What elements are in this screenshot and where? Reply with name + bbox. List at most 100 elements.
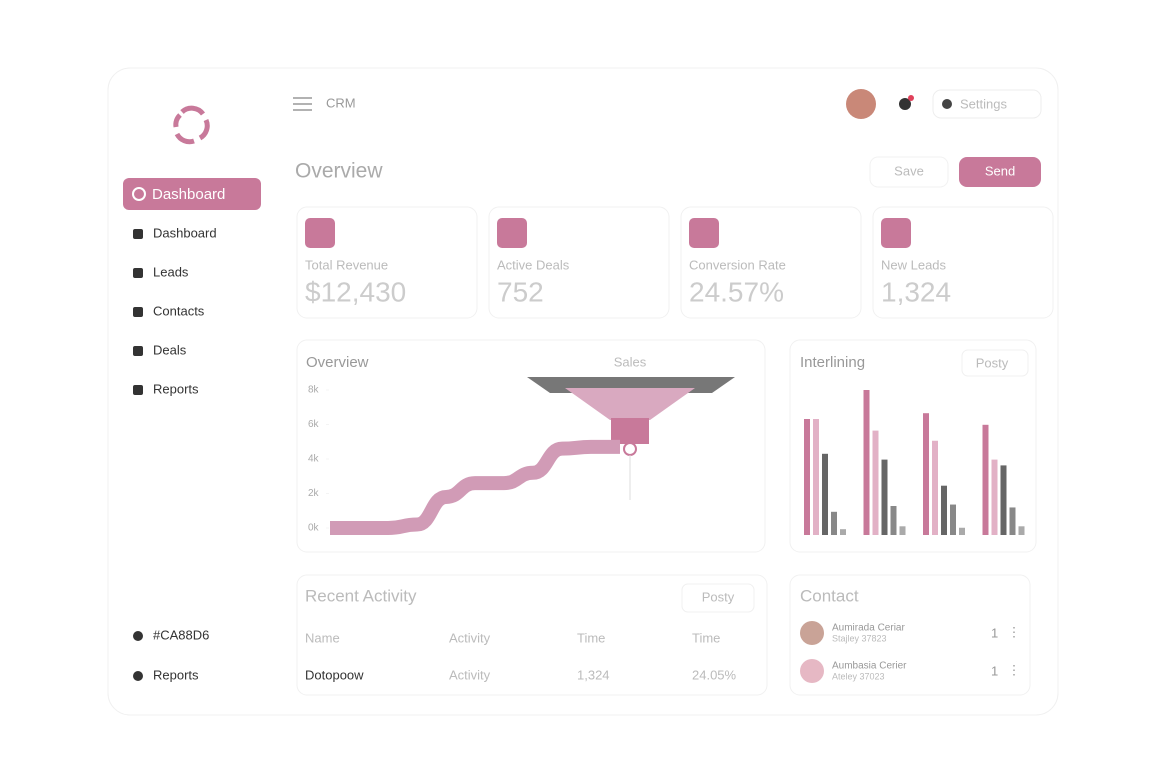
- bar: [881, 459, 888, 535]
- nav-list: Dashboard Leads Contacts Deals Reports: [133, 225, 217, 396]
- bar: [950, 504, 956, 535]
- nav-item[interactable]: Reports: [153, 381, 199, 396]
- chart-card: [789, 339, 1037, 553]
- sales-chart: 0k 2k 4k 6k 8k: [308, 385, 620, 535]
- contact-avatar[interactable]: [800, 621, 824, 645]
- contact-avatar[interactable]: [800, 659, 824, 683]
- nav-item[interactable]: Dashboard: [153, 225, 217, 240]
- y-tick-label: 6k: [308, 419, 320, 430]
- bar: [991, 459, 998, 535]
- settings-button[interactable]: [932, 89, 1042, 119]
- stat-icon: [881, 218, 911, 248]
- stat-card: [488, 206, 670, 319]
- table-cell: 1,324: [577, 667, 610, 682]
- badge: [908, 95, 914, 101]
- filter-button[interactable]: [681, 583, 755, 613]
- nav-icon: [133, 229, 143, 239]
- chart-title: Interlining: [800, 354, 865, 371]
- nav-item[interactable]: Reports: [153, 667, 199, 682]
- stat-label: New Leads: [881, 257, 947, 272]
- bar: [923, 413, 929, 535]
- funnel-graphic: [527, 377, 735, 500]
- bar: [941, 485, 947, 535]
- stat-value: 752: [497, 276, 544, 307]
- table-cell: Dotopoow: [305, 667, 364, 682]
- filter-button[interactable]: [961, 349, 1029, 377]
- activity-card: [296, 574, 768, 696]
- settings-icon: [942, 99, 952, 109]
- bell-icon[interactable]: [899, 98, 911, 110]
- stat-label: Active Deals: [497, 257, 570, 272]
- bar-chart: [804, 390, 1025, 535]
- nav-icon: [133, 346, 143, 356]
- bar: [822, 453, 828, 535]
- button-label[interactable]: Save: [894, 163, 924, 178]
- stat-value: 1,324: [881, 276, 951, 307]
- more-button[interactable]: ⋮: [1008, 624, 1021, 639]
- bar: [1000, 465, 1007, 535]
- settings-label[interactable]: Settings: [960, 96, 1007, 111]
- nav-icon: [133, 671, 143, 681]
- bar: [959, 527, 965, 535]
- stat-card: [872, 206, 1054, 319]
- contact-count: 1: [991, 663, 998, 678]
- nav-item[interactable]: Deals: [153, 342, 187, 357]
- y-tick-label: 0k: [308, 523, 320, 534]
- stat-value: $12,430: [305, 276, 406, 307]
- bar: [890, 506, 897, 535]
- nav-item[interactable]: Contacts: [153, 303, 205, 318]
- stat-value: 24.57%: [689, 276, 784, 307]
- y-tick-label: 8k: [308, 385, 320, 396]
- bar: [1009, 507, 1016, 535]
- contact-name[interactable]: Aumirada Ceriar: [832, 623, 905, 634]
- column-header: Time: [577, 630, 605, 645]
- nav-active[interactable]: [123, 178, 261, 210]
- section-title: Overview: [295, 160, 383, 183]
- nav-footer: #CA88D6 Reports: [133, 627, 209, 682]
- avatar[interactable]: [846, 89, 876, 119]
- nav-item[interactable]: #CA88D6: [153, 627, 209, 642]
- bar: [932, 440, 938, 535]
- stat-icon: [305, 218, 335, 248]
- y-tick-label: 4k: [308, 454, 320, 465]
- stat-label: Conversion Rate: [689, 257, 786, 272]
- contact-detail: Stajley 37823: [832, 633, 887, 643]
- button-primary[interactable]: [959, 157, 1041, 187]
- column-header: Name: [305, 630, 340, 645]
- bar: [863, 390, 870, 535]
- more-button[interactable]: ⋮: [1008, 662, 1021, 677]
- activity-table: Name Activity Time Time Dotopoow Activity 1,32…: [305, 630, 737, 682]
- stat-card: [680, 206, 862, 319]
- filter-label[interactable]: Posty: [976, 355, 1009, 370]
- nav-item[interactable]: Leads: [153, 264, 189, 279]
- nav-icon: [133, 268, 143, 278]
- sales-line: [330, 439, 620, 535]
- stat-card: [296, 206, 478, 319]
- stat-icon: [497, 218, 527, 248]
- button-label[interactable]: Send: [985, 163, 1015, 178]
- contact-card: [789, 574, 1031, 696]
- section-title: Recent Activity: [305, 586, 417, 605]
- contact-detail: Ateley 37023: [832, 671, 885, 681]
- button[interactable]: [869, 156, 949, 188]
- column-header: Activity: [449, 630, 491, 645]
- filter-label[interactable]: Posty: [702, 589, 735, 604]
- y-tick-label: 2k: [308, 488, 320, 499]
- contact-name[interactable]: Aumbasia Cerier: [832, 661, 907, 672]
- nav-active-label[interactable]: Dashboard: [152, 186, 225, 203]
- menu-icon[interactable]: [293, 97, 312, 111]
- nav-icon: [133, 631, 143, 641]
- nav-icon: [132, 187, 146, 201]
- stat-icon: [689, 218, 719, 248]
- section-title: Contact: [800, 586, 859, 605]
- chart-subtitle: Sales: [614, 354, 647, 369]
- contact-count: 1: [991, 625, 998, 640]
- bar: [1018, 526, 1025, 535]
- stat-label: Total Revenue: [305, 257, 388, 272]
- app-name: CRM: [326, 95, 356, 110]
- table-cell: Activity: [449, 667, 491, 682]
- bar: [982, 424, 989, 535]
- stat-cards: Total Revenue $12,430 Active Deals 752 Conve…: [296, 206, 1054, 319]
